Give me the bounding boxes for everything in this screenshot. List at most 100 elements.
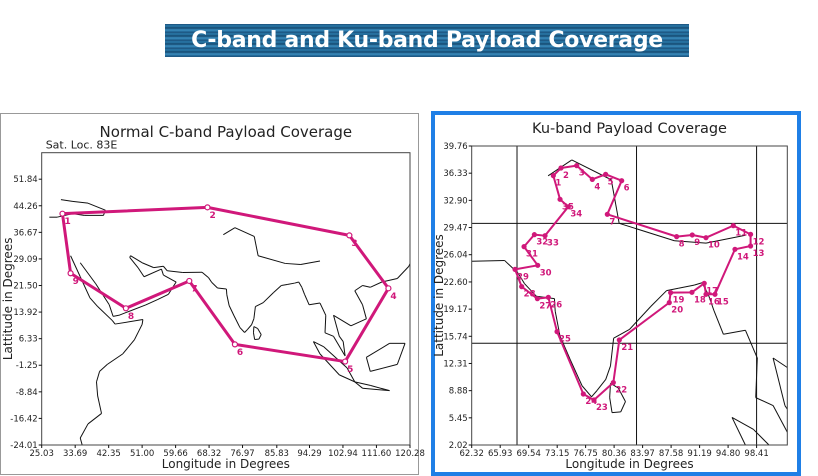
coastline	[96, 371, 101, 383]
coastline	[650, 290, 667, 307]
coastline	[324, 332, 334, 337]
coastline	[350, 318, 367, 327]
coastline	[354, 381, 363, 389]
point-label: 1	[555, 179, 561, 189]
coastline	[745, 330, 758, 359]
point-label: 11	[735, 229, 747, 239]
y-tick-label: 12.31	[443, 359, 467, 369]
x-axis-label: Longitude in Degrees	[565, 457, 693, 471]
x-tick-label: 73.15	[545, 449, 569, 459]
coastline	[167, 270, 183, 274]
coastline	[396, 265, 410, 279]
coastline	[609, 338, 615, 366]
point-label: 19	[673, 296, 685, 306]
coastline	[731, 416, 754, 430]
coastline	[772, 357, 788, 368]
point-label: 27	[539, 302, 551, 312]
coverage-point	[591, 397, 597, 403]
coastline	[257, 255, 286, 264]
y-tick-label: 6.33	[19, 335, 38, 345]
coastline	[605, 365, 611, 380]
coastline	[79, 262, 97, 285]
point-label: 21	[621, 343, 633, 353]
point-label: 30	[540, 268, 552, 278]
coastline	[228, 305, 235, 317]
coastline	[122, 339, 135, 355]
coastline	[129, 255, 131, 258]
coastline	[141, 262, 154, 269]
coastline	[319, 302, 327, 316]
point-label: 35	[562, 202, 574, 212]
chart-subtitle: Sat. Loc. 83E	[46, 139, 118, 152]
coastline	[338, 336, 344, 342]
y-tick-label: -24.01	[10, 441, 37, 451]
coastline	[772, 357, 786, 406]
coverage-point	[385, 285, 392, 292]
coverage-point	[558, 165, 564, 171]
coverage-point	[535, 262, 541, 268]
x-tick-label: 42.35	[96, 449, 120, 459]
coverage-point	[604, 211, 610, 217]
coastline	[251, 318, 255, 325]
coverage-point	[689, 232, 695, 238]
y-axis-label: Lattitude in Degrees	[432, 234, 446, 357]
coastline	[252, 332, 256, 340]
y-tick-label: 15.74	[443, 332, 467, 342]
coverage-point	[512, 266, 518, 272]
coverage-point	[122, 305, 129, 312]
x-tick-label: 51.00	[130, 449, 154, 459]
coastline	[612, 411, 621, 414]
point-label: 1	[64, 217, 70, 227]
coverage-point	[545, 294, 551, 300]
point-label: 10	[708, 241, 720, 251]
point-label: 8	[128, 312, 134, 322]
point-label: 24	[585, 397, 597, 407]
coastline	[333, 336, 346, 357]
point-label: 25	[559, 335, 571, 345]
coastline	[620, 401, 626, 413]
coastline	[253, 236, 259, 256]
coastline	[707, 294, 715, 311]
coastline	[772, 405, 788, 433]
coverage-point	[550, 173, 556, 179]
point-label: 17	[706, 286, 718, 296]
coastline	[366, 342, 390, 358]
map-layer	[49, 199, 411, 446]
coastline	[114, 319, 143, 325]
coastline	[99, 363, 108, 372]
x-tick-label: 102.94	[328, 449, 358, 459]
point-label: 2	[563, 171, 569, 181]
coastline	[581, 385, 592, 398]
coastline	[87, 202, 106, 211]
y-tick-label: 29.09	[13, 255, 37, 265]
coverage-point	[542, 233, 548, 239]
x-tick-label: 87.58	[659, 449, 683, 459]
x-tick-label: 98.41	[744, 449, 768, 459]
coastline	[281, 283, 288, 287]
x-tick-label: 25.03	[30, 449, 54, 459]
point-label: 28	[524, 290, 536, 300]
coastline	[111, 320, 116, 325]
coastline	[370, 384, 390, 392]
x-tick-label: 91.19	[687, 449, 711, 459]
coastline	[674, 240, 707, 244]
c-band-coverage-panel	[0, 113, 419, 475]
coastline	[301, 287, 305, 295]
coastline	[143, 268, 162, 278]
coastline	[370, 363, 398, 372]
coverage-point	[342, 358, 349, 365]
coastline	[333, 315, 340, 337]
point-label: 34	[570, 210, 582, 220]
x-tick-label: 120.28	[395, 449, 425, 459]
coastline	[137, 267, 145, 278]
point-label: 13	[753, 249, 765, 259]
coastline	[70, 255, 81, 277]
coastline	[223, 227, 236, 236]
coverage-point	[519, 284, 525, 290]
y-axis-label: Lattitude in Degrees	[1, 238, 15, 361]
coastline	[233, 315, 241, 328]
coastline	[610, 179, 620, 224]
y-tick-label: 32.90	[443, 196, 467, 206]
coastline	[157, 293, 169, 300]
coastline	[666, 287, 679, 292]
